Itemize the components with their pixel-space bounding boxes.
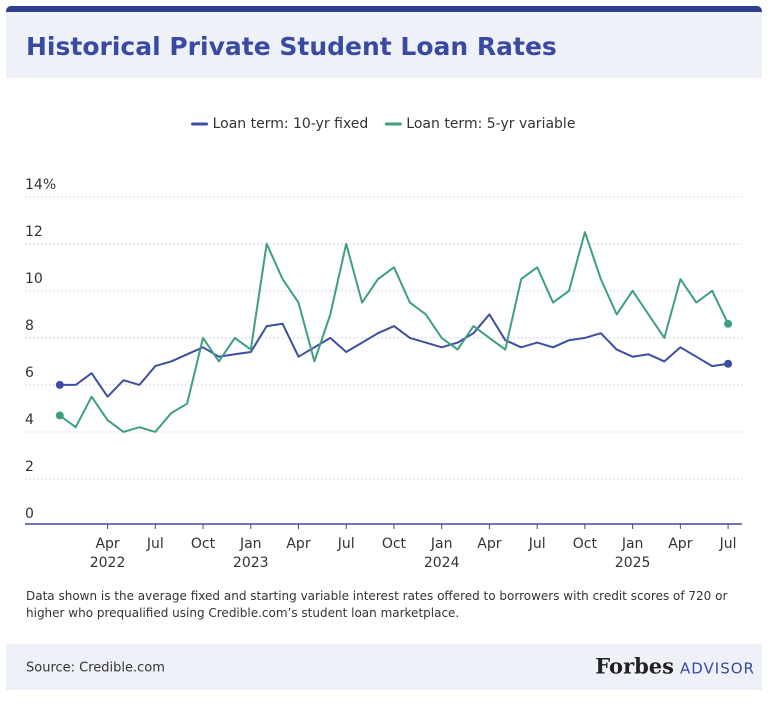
- x-tick-label: Jul: [337, 536, 355, 552]
- x-tick-label: Jul: [528, 536, 546, 552]
- footnote: Data shown is the average fixed and star…: [26, 589, 728, 620]
- y-tick-label: 14%: [25, 177, 56, 193]
- x-tick-label: Jan: [621, 536, 644, 552]
- legend-label: Loan term: 10-yr fixed: [213, 116, 369, 132]
- x-tick-label: Oct: [573, 536, 598, 552]
- line-series: [59, 231, 730, 433]
- endpoint-dot: [55, 380, 64, 389]
- header: [6, 12, 762, 78]
- y-tick-label: 2: [25, 459, 34, 475]
- line-series: [59, 313, 729, 398]
- footer: [6, 644, 762, 690]
- x-tick-year: 2022: [90, 555, 126, 571]
- x-tick-label: Jan: [239, 536, 262, 552]
- x-tick-label: Oct: [191, 536, 216, 552]
- brand-product: ADVISOR: [680, 660, 755, 678]
- brand-name: Forbes: [595, 654, 674, 679]
- y-tick-label: 6: [25, 365, 34, 381]
- x-tick-label: Jul: [719, 536, 737, 552]
- x-tick-label: Apr: [286, 536, 310, 552]
- y-tick-label: 8: [25, 318, 34, 334]
- chart-title: Historical Private Student Loan Rates: [26, 32, 557, 61]
- endpoint-dot: [55, 411, 64, 420]
- x-tick-label: Apr: [95, 536, 119, 552]
- x-tick-year: 2024: [424, 555, 460, 571]
- y-tick-label: 10: [25, 271, 43, 287]
- footnote-box: Data shown is the average fixed and star…: [26, 589, 728, 620]
- x-tick-label: Oct: [382, 536, 407, 552]
- legend-label: Loan term: 5-yr variable: [406, 116, 575, 132]
- endpoint-dot: [724, 359, 733, 368]
- y-tick-label: 12: [25, 224, 43, 240]
- x-tick-label: Jan: [430, 536, 453, 552]
- x-tick-year: 2025: [615, 555, 651, 571]
- source: Source: Credible.com: [26, 661, 165, 676]
- legend: Loan term: 10-yr fixed Loan term: 5-yr va…: [191, 116, 575, 132]
- y-tick-label: 0: [25, 506, 34, 522]
- y-tick-label: 4: [25, 412, 34, 428]
- x-tick-year: 2023: [233, 555, 269, 571]
- x-tick-label: Apr: [477, 536, 501, 552]
- endpoint-dot: [724, 319, 733, 328]
- x-tick-label: Apr: [668, 536, 692, 552]
- x-tick-label: Jul: [146, 536, 164, 552]
